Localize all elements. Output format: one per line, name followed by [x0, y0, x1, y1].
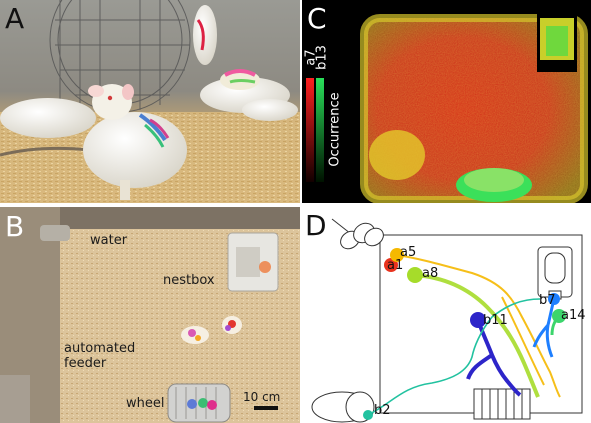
label-nestbox: nestbox [163, 273, 215, 288]
label-b11: b11 [483, 313, 508, 328]
trajectory-b11 [466, 319, 522, 397]
marker-a5 [390, 248, 404, 262]
trajectory-a5 [396, 254, 561, 398]
trajectory-plot [311, 218, 583, 423]
panel-letter-d: D [305, 209, 327, 242]
marker-b7 [548, 293, 560, 305]
occurrence-heatmap [302, 0, 591, 203]
panel-b-arena-photo: B water nestbox automated feeder wheel 1… [0, 207, 300, 423]
label-b2: b2 [374, 403, 391, 418]
panel-letter-a: A [5, 2, 25, 35]
label-a14: a14 [561, 308, 586, 323]
label-automated-feeder: automated feeder [64, 341, 136, 371]
legend-label-b13: b13 [314, 45, 330, 70]
trajectory-b7 [532, 298, 556, 358]
label-b7: b7 [539, 293, 556, 308]
nestbox-icon [537, 246, 573, 300]
rats-photo [0, 0, 300, 203]
marker-a14 [552, 309, 566, 323]
marker-b2 [363, 410, 373, 420]
scale-bar-label: 10 cm [243, 390, 281, 404]
arena-photo [0, 207, 300, 423]
label-wheel: wheel [126, 396, 165, 411]
label-a1: a1 [387, 258, 404, 273]
marker-a8 [407, 267, 423, 283]
water-bottle-icon [331, 218, 384, 250]
panel-a-photo: A [0, 0, 300, 203]
wheel-icon [473, 388, 531, 420]
marker-b11 [470, 312, 486, 328]
panel-letter-c: C [307, 2, 327, 35]
label-a8: a8 [422, 266, 439, 281]
legend-label-occurrence: Occurrence [327, 92, 343, 167]
trajectory-b2 [367, 298, 541, 416]
panel-c-occurrence-map: C a7 b13 Occurrence [302, 0, 591, 203]
panel-d-trajectories: D a5 a1 a8 b7 a14 b11 b2 [302, 207, 591, 423]
trajectory-a8 [413, 273, 540, 398]
label-a5: a5 [400, 245, 417, 260]
label-water: water [90, 233, 128, 248]
panel-letter-b: B [5, 210, 25, 243]
